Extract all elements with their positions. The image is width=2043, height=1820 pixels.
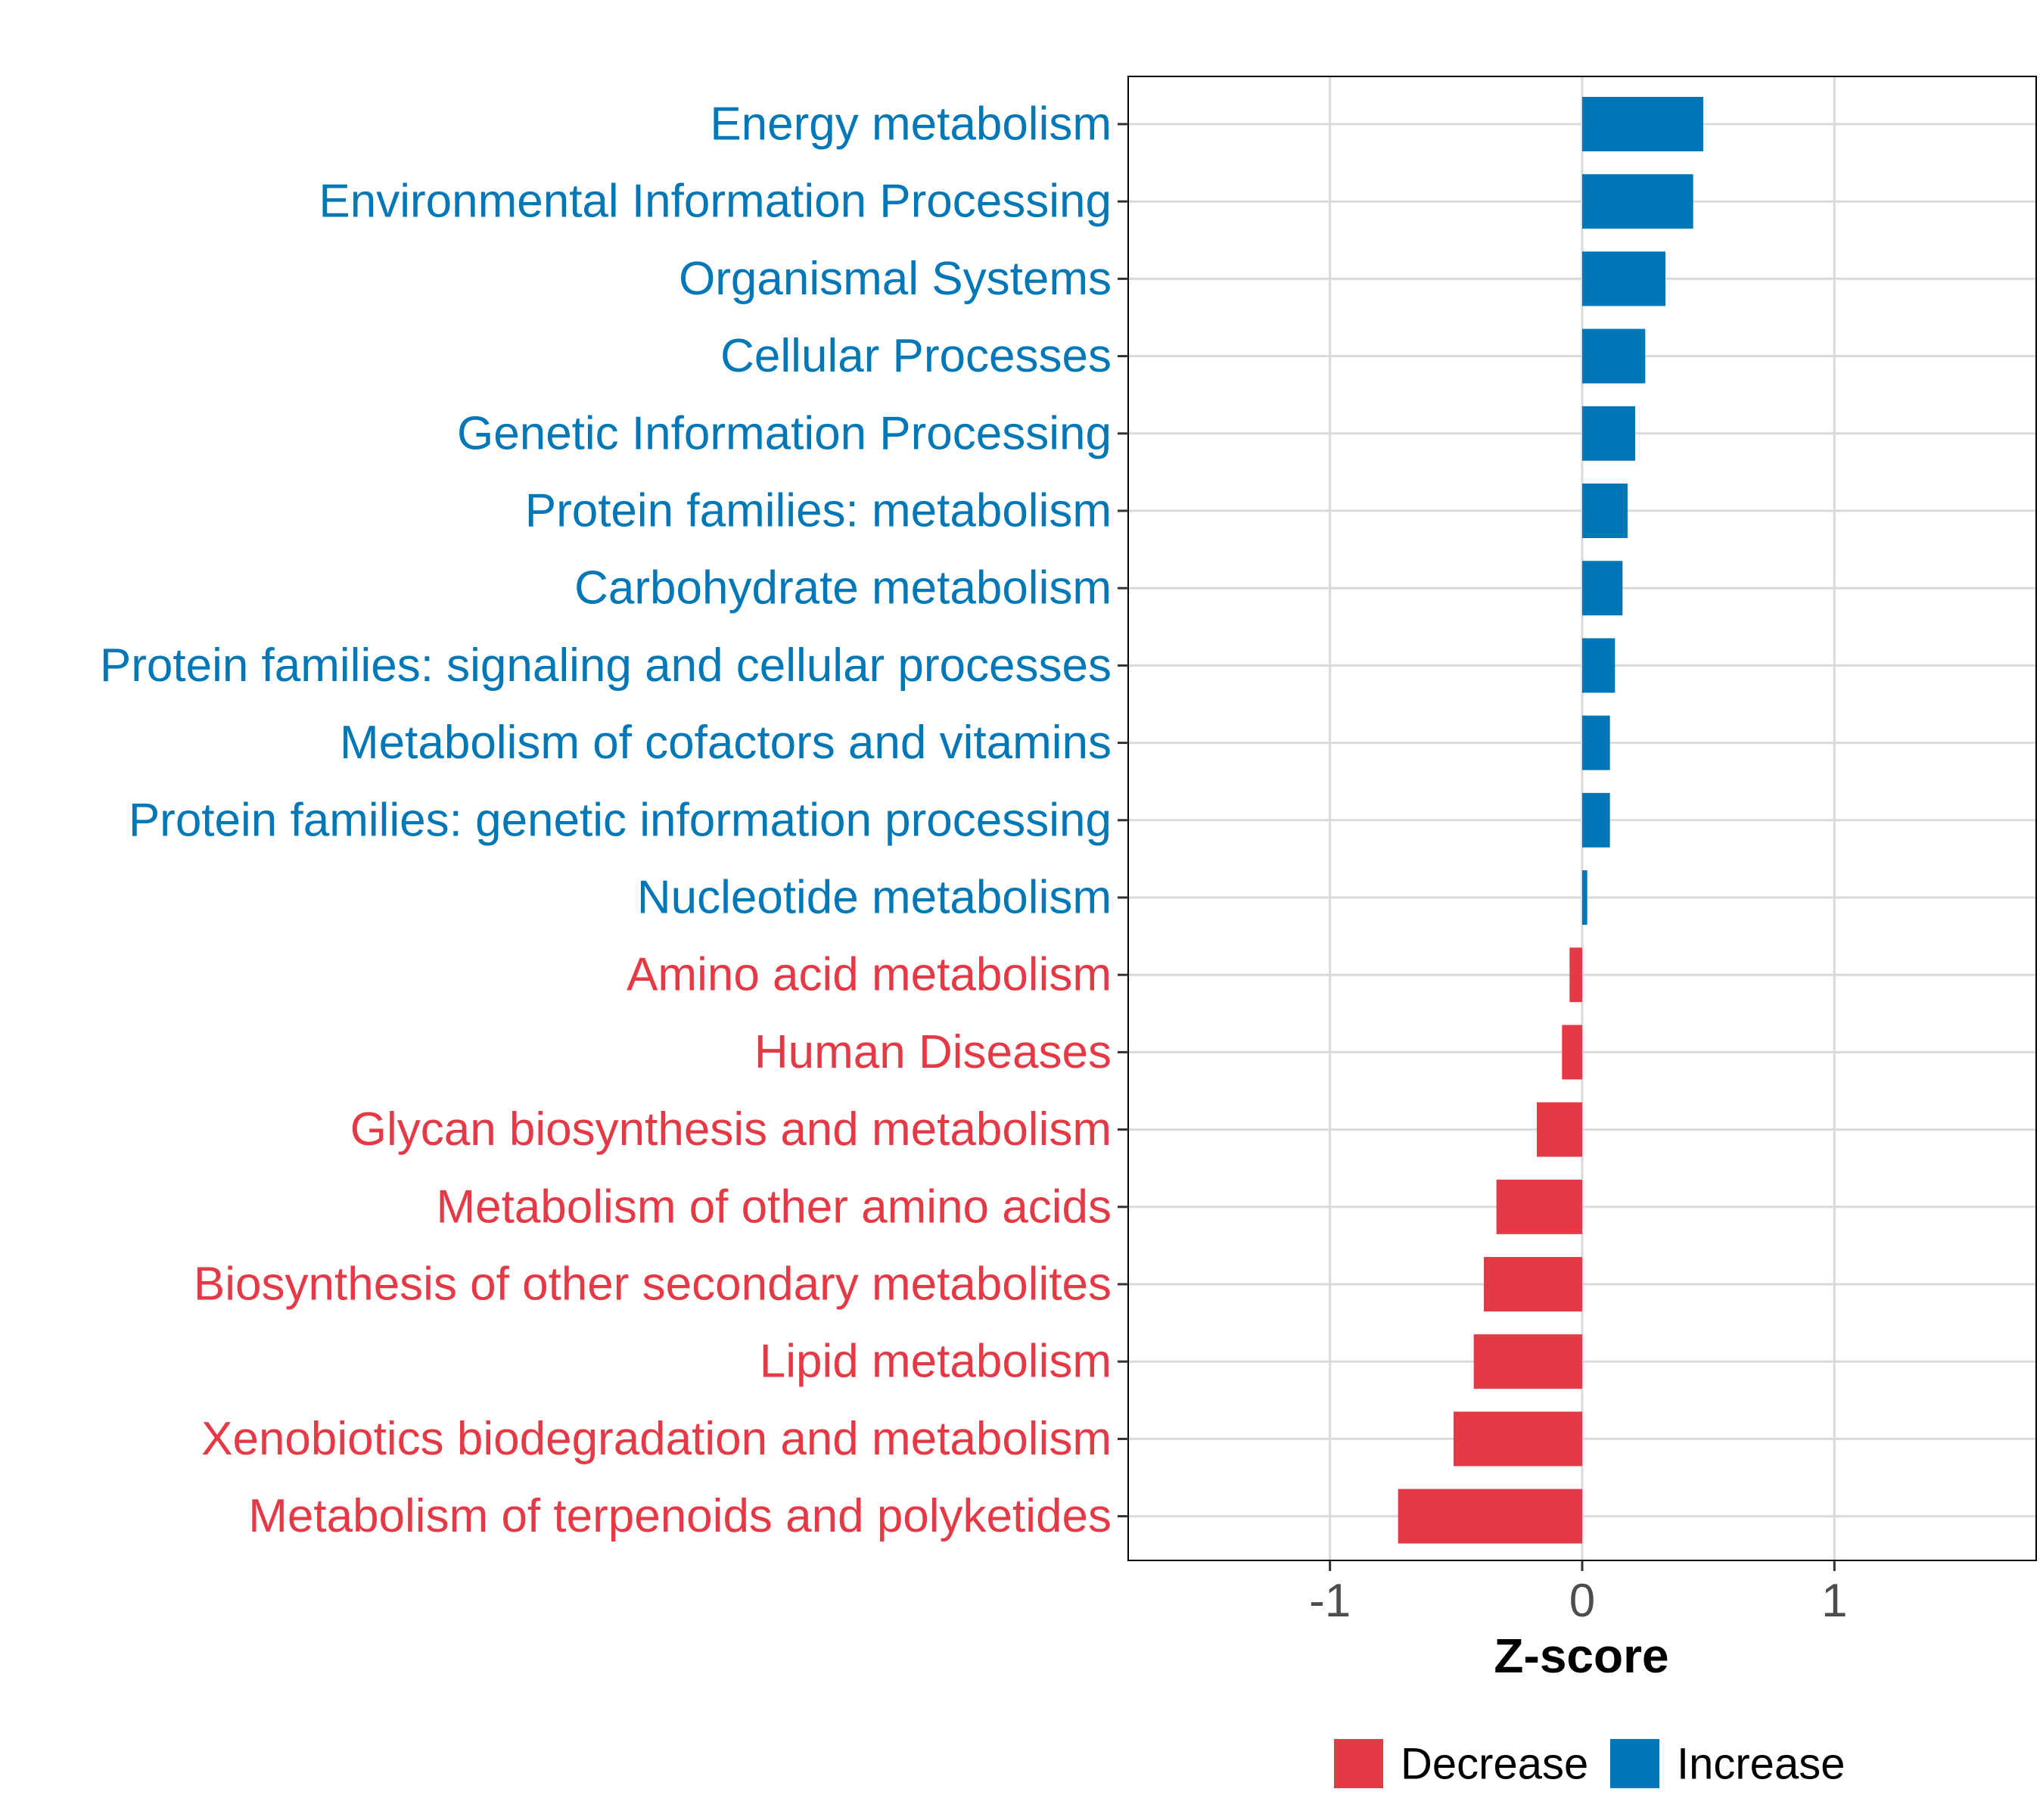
category-label-15: Biosynthesis of other secondary metaboli…	[194, 1258, 1112, 1311]
category-label-5: Protein families: metabolism	[525, 485, 1112, 537]
bar-layer	[1398, 97, 1703, 1544]
category-label-6: Carbohydrate metabolism	[574, 562, 1112, 614]
bar-13	[1537, 1102, 1582, 1157]
category-label-12: Human Diseases	[754, 1026, 1112, 1078]
bar-15	[1484, 1257, 1582, 1311]
bar-6	[1582, 561, 1623, 616]
category-label-9: Protein families: genetic information pr…	[129, 794, 1112, 846]
category-label-7: Protein families: signaling and cellular…	[100, 639, 1112, 692]
y-axis: Energy metabolism Environmental Informati…	[100, 98, 1128, 1542]
category-label-16: Lipid metabolism	[760, 1336, 1112, 1388]
category-label-8: Metabolism of cofactors and vitamins	[340, 717, 1112, 769]
category-label-1: Environmental Information Processing	[319, 176, 1112, 228]
bar-1	[1582, 174, 1693, 229]
category-label-4: Genetic Information Processing	[457, 407, 1112, 459]
bar-18	[1398, 1489, 1582, 1544]
bar-14	[1496, 1179, 1582, 1234]
category-label-0: Energy metabolism	[710, 98, 1112, 151]
category-label-3: Cellular Processes	[720, 330, 1112, 382]
bar-5	[1582, 484, 1628, 538]
category-label-11: Amino acid metabolism	[627, 949, 1112, 1001]
category-label-14: Metabolism of other amino acids	[436, 1181, 1112, 1233]
category-label-10: Nucleotide metabolism	[637, 872, 1112, 924]
legend: Decrease Increase	[1334, 1739, 1845, 1789]
bar-17	[1454, 1411, 1582, 1467]
bar-11	[1569, 947, 1582, 1003]
x-axis-title: Z-score	[1494, 1629, 1668, 1683]
category-label-17: Xenobiotics biodegradation and metabolis…	[201, 1413, 1112, 1465]
legend-label-decrease: Decrease	[1401, 1740, 1588, 1789]
category-label-18: Metabolism of terpenoids and polyketides	[248, 1490, 1112, 1542]
bar-10	[1582, 870, 1587, 925]
bar-9	[1582, 792, 1610, 848]
legend-key-increase	[1610, 1739, 1659, 1788]
x-axis: -1 0 1	[1309, 1560, 1848, 1627]
x-tick-label-0: -1	[1309, 1575, 1351, 1627]
bar-2	[1582, 251, 1665, 306]
bar-3	[1582, 328, 1646, 384]
category-label-2: Organismal Systems	[679, 253, 1112, 305]
bar-7	[1582, 638, 1615, 693]
legend-key-decrease	[1334, 1739, 1383, 1788]
bar-8	[1582, 715, 1610, 770]
legend-label-increase: Increase	[1677, 1740, 1845, 1789]
bar-0	[1582, 97, 1703, 151]
x-tick-label-2: 1	[1821, 1575, 1847, 1627]
bar-4	[1582, 406, 1635, 461]
bar-16	[1473, 1334, 1582, 1389]
x-tick-label-1: 0	[1569, 1575, 1595, 1627]
bar-12	[1562, 1025, 1582, 1080]
category-label-13: Glycan biosynthesis and metabolism	[350, 1103, 1112, 1156]
